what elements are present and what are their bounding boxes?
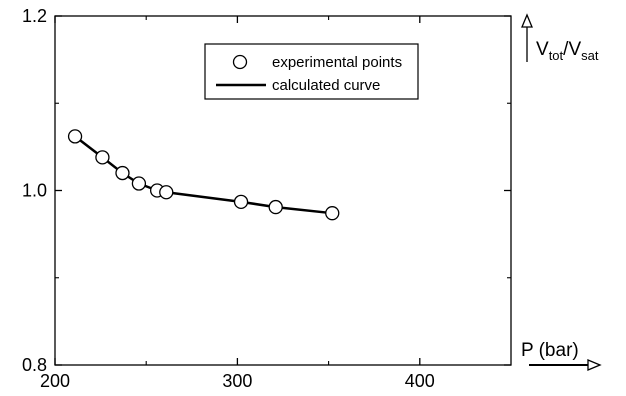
experimental-point-1: [95, 150, 110, 165]
legend-box: [204, 43, 419, 100]
y-axis-label: Vtot/Vsat: [536, 39, 599, 63]
y-axis-ticks: 0.8 1.0 1.2: [22, 6, 511, 375]
experimental-point-2: [115, 165, 130, 181]
legend-label-curve: calculated curve: [272, 77, 380, 94]
legend-label-points: experimental points: [272, 54, 402, 71]
experimental-point-0: [67, 129, 83, 144]
x-tick-label-2: 400: [405, 371, 435, 391]
experimental-point-7: [268, 199, 283, 215]
series-layer: [67, 129, 340, 221]
y-tick-label-0: 0.8: [22, 355, 47, 375]
x-axis-label: P (bar): [521, 340, 579, 361]
x-tick-label-1: 300: [222, 371, 252, 391]
y-tick-label-1: 1.0: [22, 181, 47, 201]
y-axis-arrow-head: [521, 13, 533, 28]
y-axis-title: Vtot/Vsat: [521, 13, 599, 63]
experimental-point-8: [325, 206, 340, 221]
legend-marker-circle: [232, 54, 248, 70]
experimental-point-3: [131, 176, 147, 191]
y-tick-label-2: 1.2: [22, 6, 47, 26]
legend: experimental points calculated curve: [204, 43, 419, 100]
calculated-curve-line: [74, 135, 333, 215]
x-axis-title: P (bar): [521, 340, 602, 371]
experimental-point-6: [233, 194, 249, 209]
experimental-point-5: [159, 185, 174, 200]
x-tick-label-0: 200: [40, 371, 70, 391]
x-axis-arrow-head: [587, 359, 602, 371]
x-axis-ticks: 200 300 400: [40, 16, 435, 391]
